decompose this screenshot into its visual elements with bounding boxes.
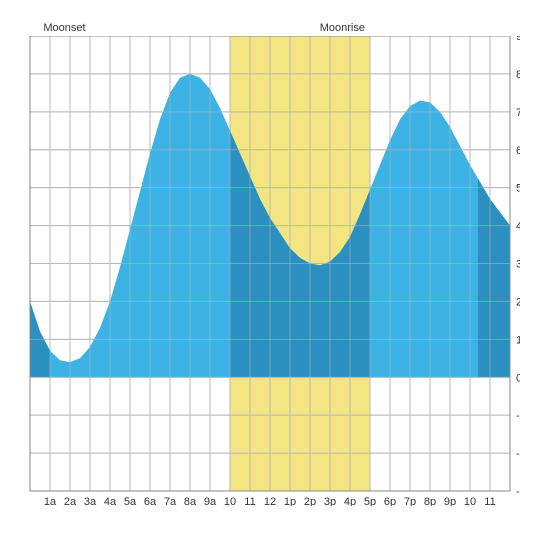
moonset-title: Moonset bbox=[43, 22, 85, 34]
svg-text:6a: 6a bbox=[144, 496, 157, 506]
chart-svg: 1a2a3a4a5a6a7a8a9a1011121p2p3p4p5p6p7p8p… bbox=[20, 36, 520, 506]
svg-text:8a: 8a bbox=[184, 496, 197, 506]
svg-text:3a: 3a bbox=[84, 496, 97, 506]
svg-text:10: 10 bbox=[224, 496, 236, 506]
svg-text:2p: 2p bbox=[304, 496, 316, 506]
svg-text:1p: 1p bbox=[284, 496, 296, 506]
svg-text:11: 11 bbox=[484, 496, 495, 506]
svg-text:5a: 5a bbox=[124, 496, 137, 506]
svg-text:6p: 6p bbox=[384, 496, 396, 506]
svg-text:8: 8 bbox=[516, 69, 520, 81]
svg-text:8p: 8p bbox=[424, 496, 436, 506]
svg-text:9: 9 bbox=[516, 36, 520, 43]
svg-text:-3: -3 bbox=[516, 486, 520, 498]
svg-text:10: 10 bbox=[464, 496, 476, 506]
tide-chart: Moonset 01:03A Moonrise 02:52P 1a 2a 3a 4a 5… bbox=[10, 10, 540, 540]
chart-top-labels: Moonset 01:03A Moonrise 02:52P bbox=[10, 10, 540, 36]
svg-text:6: 6 bbox=[516, 145, 520, 157]
svg-text:5p: 5p bbox=[364, 496, 376, 506]
svg-text:1a: 1a bbox=[44, 496, 57, 506]
svg-text:11: 11 bbox=[244, 496, 255, 506]
svg-text:7: 7 bbox=[516, 107, 520, 119]
svg-text:4p: 4p bbox=[344, 496, 356, 506]
svg-text:7p: 7p bbox=[404, 496, 416, 506]
moonrise-title: Moonrise bbox=[320, 22, 365, 34]
svg-text:3: 3 bbox=[516, 259, 520, 271]
svg-text:0: 0 bbox=[516, 372, 520, 384]
svg-text:3p: 3p bbox=[324, 496, 336, 506]
svg-text:12: 12 bbox=[264, 496, 276, 506]
svg-text:1: 1 bbox=[516, 334, 520, 346]
svg-text:5: 5 bbox=[516, 183, 520, 195]
svg-text:7a: 7a bbox=[164, 496, 177, 506]
svg-text:-1: -1 bbox=[516, 410, 520, 422]
svg-text:9p: 9p bbox=[444, 496, 456, 506]
svg-text:-2: -2 bbox=[516, 448, 520, 460]
svg-text:2: 2 bbox=[516, 296, 520, 308]
svg-text:4: 4 bbox=[516, 221, 520, 233]
svg-text:2a: 2a bbox=[64, 496, 77, 506]
svg-text:4a: 4a bbox=[104, 496, 117, 506]
svg-text:9a: 9a bbox=[204, 496, 217, 506]
